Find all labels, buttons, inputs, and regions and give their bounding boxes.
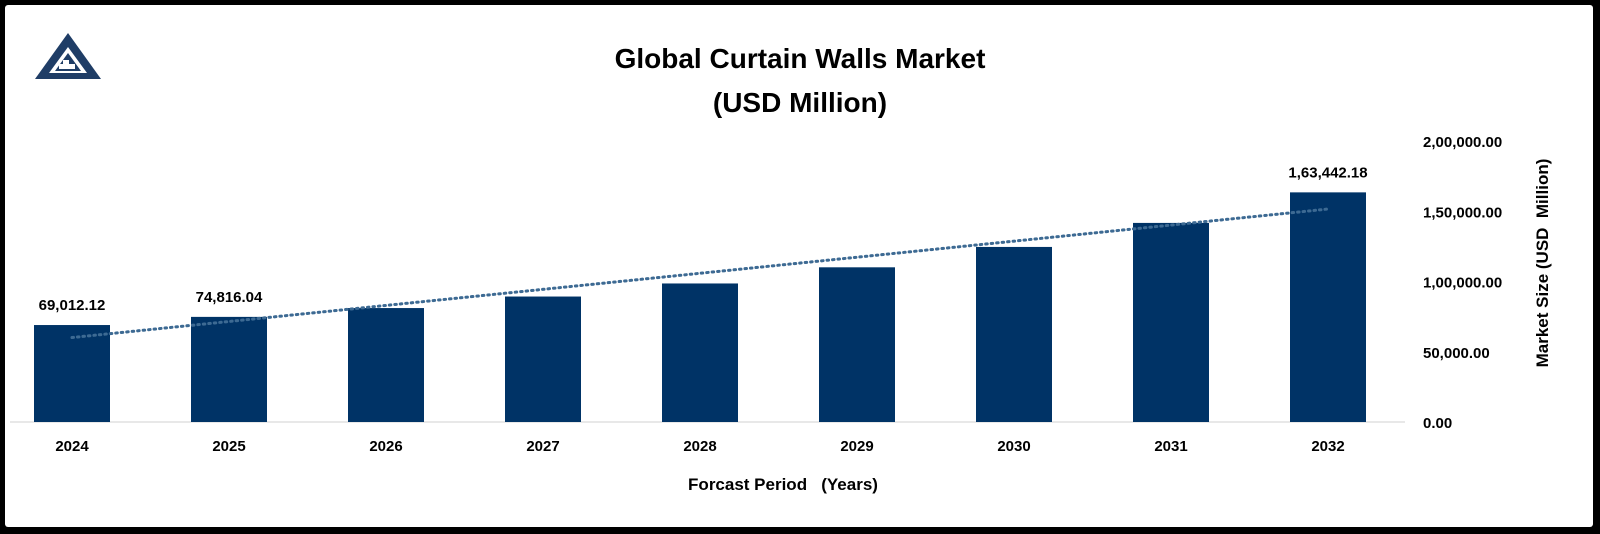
y-axis-title: Market Size (USD Million) xyxy=(1533,159,1552,368)
data-label: 74,816.04 xyxy=(196,289,263,306)
x-tick-label: 2030 xyxy=(997,438,1030,455)
data-label: 69,012.12 xyxy=(39,297,106,314)
bar-2028 xyxy=(662,283,738,422)
chart-title: Global Curtain Walls Market xyxy=(614,43,986,74)
chart-frame: Global Curtain Walls Market (USD Million… xyxy=(5,5,1593,527)
y-tick-label: 1,50,000.00 xyxy=(1423,204,1502,221)
bar-2025 xyxy=(191,316,267,422)
x-tick-label: 2028 xyxy=(683,438,716,455)
bar-2026 xyxy=(348,308,424,422)
x-tick-label: 2026 xyxy=(369,438,402,455)
y-tick-label: 0.00 xyxy=(1423,415,1452,432)
y-tick-label: 2,00,000.00 xyxy=(1423,134,1502,151)
bar-2031 xyxy=(1133,222,1209,422)
x-tick-label: 2024 xyxy=(55,438,89,455)
data-label: 1,63,442.18 xyxy=(1288,164,1367,181)
y-tick-label: 1,00,000.00 xyxy=(1423,275,1502,292)
bar-2027 xyxy=(505,296,581,422)
bar-2024 xyxy=(34,325,110,422)
bar-2029 xyxy=(819,267,895,422)
x-axis-title: Forcast Period (Years) xyxy=(688,475,878,494)
bar-2032 xyxy=(1290,192,1366,422)
y-tick-label: 50,000.00 xyxy=(1423,345,1490,362)
company-logo-icon xyxy=(35,33,101,79)
x-tick-label: 2029 xyxy=(840,438,873,455)
x-tick-label: 2025 xyxy=(212,438,245,455)
chart-subtitle: (USD Million) xyxy=(712,87,888,118)
x-tick-label: 2027 xyxy=(526,438,559,455)
x-tick-label: 2032 xyxy=(1311,438,1344,455)
bar-chart: 2024 2025 2026 2027 2028 2029 2030 2031 2032 69,0… xyxy=(10,134,1552,494)
bar-2030 xyxy=(976,246,1052,422)
x-tick-label: 2031 xyxy=(1154,438,1187,455)
trendline xyxy=(70,207,1330,340)
